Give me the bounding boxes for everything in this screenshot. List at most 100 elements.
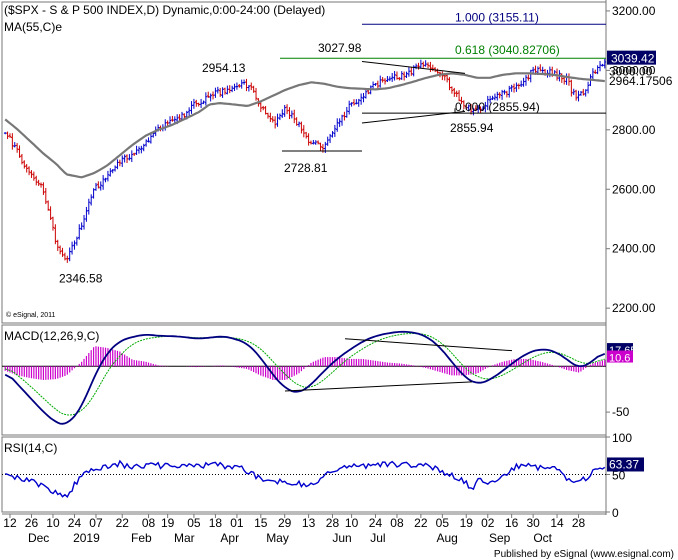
up-bar <box>584 89 587 97</box>
up-bar <box>235 82 239 90</box>
up-bar <box>598 60 602 72</box>
down-bar <box>309 140 313 145</box>
price-tick-label: 2800.00 <box>612 123 656 137</box>
fib-label-0618: 0.618 (3040.82706) <box>455 43 560 57</box>
up-bar <box>278 113 282 121</box>
down-bar <box>8 133 12 138</box>
up-bar <box>371 81 375 90</box>
down-bar <box>269 112 272 123</box>
up-bar <box>276 113 279 127</box>
up-bar <box>101 175 105 190</box>
time-tick-label: 22 <box>414 516 428 530</box>
time-tick-label: 26 <box>25 516 39 530</box>
down-bar <box>39 182 43 188</box>
down-bar <box>457 90 461 102</box>
down-bar <box>11 133 14 150</box>
up-bar <box>586 81 590 94</box>
up-bar <box>419 59 423 68</box>
up-bar <box>202 100 205 105</box>
price-tick-label: 2600.00 <box>612 182 656 196</box>
up-bar <box>135 145 138 156</box>
down-bar <box>245 78 248 92</box>
down-bar <box>376 80 380 89</box>
up-bar <box>120 155 124 167</box>
up-bar <box>335 118 339 132</box>
time-tick-label: 10 <box>345 516 359 530</box>
down-bar <box>381 77 384 83</box>
month-label: Apr <box>220 531 239 545</box>
time-tick-label: 05 <box>187 516 201 530</box>
down-bar <box>238 83 241 88</box>
down-bar <box>252 85 255 93</box>
up-bar <box>522 77 525 87</box>
up-bar <box>283 104 286 117</box>
down-bar <box>539 64 542 72</box>
up-bar <box>488 95 492 104</box>
rsi-value: 63.37 <box>609 457 639 471</box>
up-bar <box>75 236 79 246</box>
up-bar <box>328 133 332 144</box>
up-bar <box>345 106 349 118</box>
down-bar <box>285 104 289 115</box>
up-bar <box>405 71 408 79</box>
up-bar <box>242 79 246 85</box>
up-bar <box>340 114 344 126</box>
rsi-title: RSI(14,C) <box>4 441 57 455</box>
up-bar <box>357 98 361 107</box>
time-tick-label: 08 <box>390 516 404 530</box>
up-bar <box>378 75 382 88</box>
up-bar <box>137 146 141 154</box>
ma-value: 2964.17506 <box>609 74 673 88</box>
up-bar <box>476 105 480 114</box>
down-bar <box>97 181 100 189</box>
rsi-pane[interactable]: 100 50 0 RSI(14,C) 63.37 <box>2 431 644 520</box>
up-bar <box>123 154 126 163</box>
up-bar <box>491 95 494 101</box>
down-bar <box>218 87 222 97</box>
up-bar <box>424 60 427 67</box>
down-bar <box>295 117 298 126</box>
up-bar <box>529 69 533 83</box>
down-bar <box>195 99 198 107</box>
up-bar <box>541 66 544 73</box>
down-bar <box>292 109 296 124</box>
up-bar <box>350 102 353 107</box>
time-tick-label: 14 <box>550 516 564 530</box>
up-bar <box>104 177 107 183</box>
up-bar <box>496 91 499 101</box>
down-bar <box>49 206 52 220</box>
up-bar <box>472 107 475 116</box>
triangle-lower-line <box>361 110 466 124</box>
up-bar <box>281 109 284 118</box>
down-bar <box>206 91 210 98</box>
time-tick-label: 12 <box>3 516 17 530</box>
down-bar <box>32 171 36 181</box>
up-bar <box>82 214 86 230</box>
up-bar <box>338 118 341 127</box>
down-bar <box>304 131 308 139</box>
macd-trendline-lower <box>284 381 473 392</box>
time-axis[interactable]: 12 26 10 24 07 22 08 19 05 18 01 15 29 13 28 10 24 08 22 05… <box>2 513 606 545</box>
up-bar <box>579 91 583 96</box>
up-bar <box>89 194 93 206</box>
up-bar <box>333 124 337 137</box>
up-bar <box>216 86 220 94</box>
price-pane[interactable]: 3200.00 3000.00 2800.00 2600.00 2400.00 2200.… <box>3 3 677 319</box>
up-bar <box>572 88 576 96</box>
down-bar <box>266 112 270 119</box>
ma-legend-label: MA(55,C)e <box>4 20 62 34</box>
triangle-upper-line <box>361 60 466 74</box>
down-bar <box>125 154 129 163</box>
footer-bar <box>0 546 678 560</box>
up-bar <box>519 80 523 88</box>
down-bar <box>132 152 136 156</box>
down-bar <box>316 140 320 145</box>
down-bar <box>54 224 57 245</box>
up-bar <box>209 93 212 102</box>
down-bar <box>343 111 346 121</box>
down-bar <box>37 179 40 186</box>
last-price-value: 3039.42 <box>611 52 655 66</box>
